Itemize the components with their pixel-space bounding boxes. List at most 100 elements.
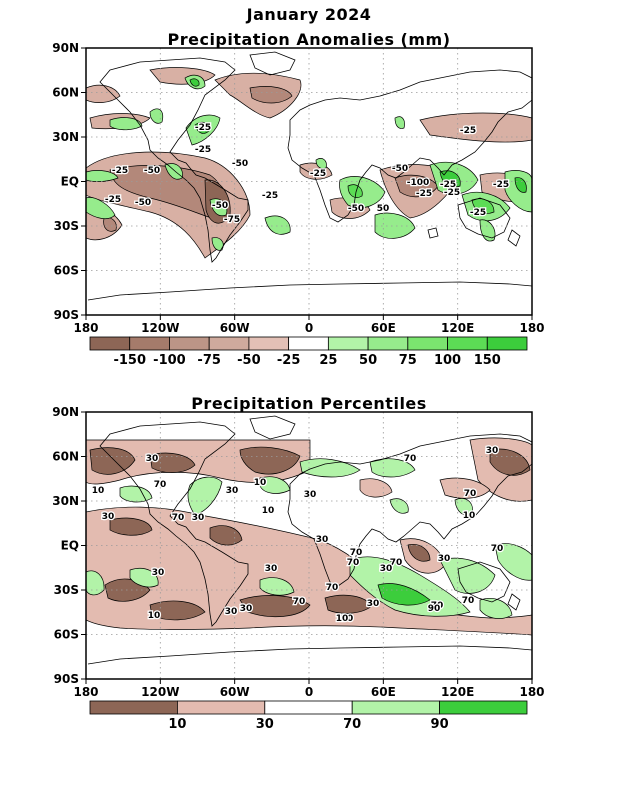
colorbar-swatch: [439, 700, 528, 715]
contour-label: -25: [195, 145, 211, 155]
colorbar-swatch: [447, 336, 488, 351]
colorbar-label: 75: [399, 353, 417, 368]
contour-label: 70: [404, 454, 417, 464]
contour-label: 70: [462, 596, 475, 606]
colorbar-label: -50: [237, 353, 261, 368]
anomaly-lon-ticks: 180 120W 60W 0 60E 120E 180: [73, 315, 545, 335]
anomaly-map: [86, 48, 532, 315]
anomaly-wet-regions: [86, 74, 532, 251]
percentile-lon-ticks: 180 120W 60W 0 60E 120E 180: [73, 679, 545, 699]
colorbar-swatch: [367, 336, 409, 351]
lat-tick-label: 60N: [52, 450, 79, 464]
contour-label: 30: [102, 512, 115, 522]
contour-label: 30: [265, 564, 278, 574]
anomaly-land: [87, 51, 532, 301]
lat-tick-label: 30S: [54, 583, 79, 597]
contour-label: 10: [463, 511, 476, 521]
percentile-panel: Precipitation Percentiles: [52, 394, 544, 732]
colorbar-label: -75: [197, 353, 221, 368]
contour-label: -25: [112, 166, 128, 176]
colorbar-swatch: [169, 336, 210, 351]
colorbar-swatch: [89, 700, 178, 715]
contour-label: 70: [154, 480, 167, 490]
lon-tick-label: 180: [519, 321, 544, 335]
colorbar-swatch: [208, 336, 250, 351]
contour-label: 30: [380, 564, 393, 574]
contour-label: 30: [304, 490, 317, 500]
contour-label: 90: [428, 604, 441, 614]
contour-label: 10: [336, 614, 349, 624]
contour-label: 30: [225, 607, 238, 617]
colorbar-label: 150: [474, 353, 501, 368]
contour-label: 10: [254, 478, 267, 488]
percentile-map: [86, 412, 532, 679]
colorbar-label: -25: [277, 353, 301, 368]
contour-label: 70: [347, 558, 360, 568]
contour-label: 10: [262, 506, 275, 516]
contour-label: 70: [172, 513, 185, 523]
contour-label: -25: [195, 123, 211, 133]
colorbar-swatch: [264, 700, 353, 715]
contour-label: -25: [470, 208, 486, 218]
contour-label: -75: [224, 215, 240, 225]
anomaly-panel-title: Precipitation Anomalies (mm): [167, 30, 450, 49]
contour-label: -25: [440, 180, 456, 190]
colorbar-swatch: [89, 336, 131, 351]
colorbar-label: 25: [319, 353, 337, 368]
colorbar-label: -150: [113, 353, 146, 368]
contour-label: 70: [464, 489, 477, 499]
lon-tick-label: 60W: [220, 321, 250, 335]
contour-label: 50: [377, 204, 390, 214]
contour-label: 70: [431, 601, 444, 611]
percentile-lat-ticks: 90N 60N 30N EQ 30S 60S 90S: [52, 405, 86, 686]
lat-tick-label: 30S: [54, 219, 79, 233]
lat-tick-label: 60S: [54, 628, 79, 642]
contour-label: 10: [148, 611, 161, 621]
lon-tick-label: 120E: [441, 321, 474, 335]
colorbar-swatch: [407, 336, 448, 351]
lon-tick-label: 180: [73, 685, 98, 699]
percentile-panel-title: Precipitation Percentiles: [191, 394, 427, 413]
contour-label: -25: [493, 180, 509, 190]
contour-label: -25: [310, 169, 326, 179]
lat-tick-label: 30N: [52, 130, 79, 144]
contour-label: 30: [152, 568, 165, 578]
percentile-dry-regions: [86, 437, 532, 636]
contour-label: -25: [105, 195, 121, 205]
lon-tick-label: 120W: [141, 685, 179, 699]
contour-label: 70: [390, 558, 403, 568]
lat-tick-label: 90S: [54, 672, 79, 686]
contour-label: 70: [326, 583, 339, 593]
lat-tick-label: 90N: [52, 405, 79, 419]
contour-label: -50: [232, 159, 248, 169]
lat-tick-label: 60S: [54, 264, 79, 278]
contour-label: -50: [392, 164, 408, 174]
lat-tick-label: EQ: [61, 539, 79, 553]
contour-label: 30: [240, 604, 253, 614]
contour-label: 70: [293, 597, 306, 607]
percentile-wet-regions: [86, 458, 532, 619]
lon-tick-label: 60W: [220, 685, 250, 699]
colorbar-swatch: [129, 336, 170, 351]
contour-label: 30: [192, 513, 205, 523]
contour-label: 70: [491, 544, 504, 554]
anomaly-contour-labels: -25 -25-50-25 -50 -25-50-25-75-25-25-50-50-…: [104, 122, 511, 227]
colorbar-swatch: [486, 336, 528, 351]
lon-tick-label: 0: [305, 321, 313, 335]
contour-label: 30: [486, 446, 499, 456]
colorbar-label: -100: [153, 353, 186, 368]
contour-label: 30: [316, 535, 329, 545]
contour-label: -25: [416, 189, 432, 199]
colorbar-swatch: [176, 700, 266, 715]
contour-label: 30: [438, 554, 451, 564]
anomaly-panel: Precipitation Anomalies (mm): [52, 30, 544, 368]
figure-title: January 2024: [246, 5, 372, 24]
colorbar-swatch: [351, 700, 441, 715]
lon-tick-label: 60E: [371, 321, 396, 335]
percentile-land: [87, 415, 532, 665]
colorbar-label: 50: [359, 353, 377, 368]
lon-tick-label: 180: [73, 321, 98, 335]
lat-tick-label: 60N: [52, 86, 79, 100]
